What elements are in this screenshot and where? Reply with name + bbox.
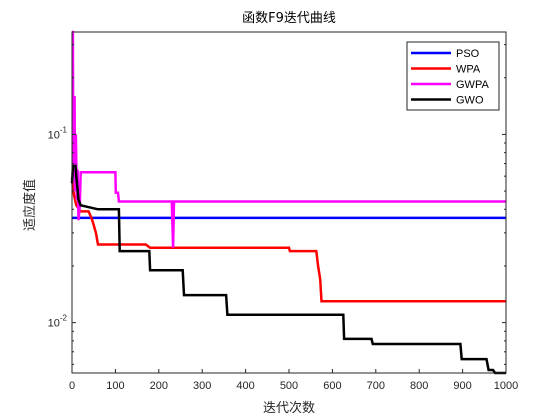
y-tick-label: 10-2: [48, 314, 68, 330]
y-axis-label: 适应度值: [22, 179, 38, 231]
series-line-gwo: [70, 164, 506, 375]
legend-label-gwpa: GWPA: [456, 79, 489, 91]
legend-label-pso: PSO: [456, 48, 480, 60]
legend: PSO WPA GWPA GWO: [406, 41, 500, 111]
series-layer: [70, 30, 506, 375]
legend-label-wpa: WPA: [456, 64, 481, 76]
x-axis-label: 迭代次数: [263, 400, 315, 416]
chart-title: 函数F9迭代曲线: [242, 11, 336, 26]
x-tick-label: 500: [280, 380, 298, 392]
y-tick-label: 10-1: [48, 125, 68, 141]
x-tick-label: 400: [236, 380, 254, 392]
x-tick-label: 200: [150, 380, 168, 392]
x-tick-label: 0: [69, 380, 75, 392]
series-line-gwpa: [71, 30, 506, 248]
x-tick-label: 900: [453, 380, 471, 392]
x-tick-label: 800: [410, 380, 428, 392]
x-tick-label: 300: [193, 380, 211, 392]
legend-label-gwo: GWO: [456, 95, 484, 107]
x-tick-label: 700: [367, 380, 385, 392]
x-tick-label: 100: [106, 380, 124, 392]
x-tick-label: 1000: [494, 380, 518, 392]
ticks-layer: 0 100 200 300 400 500 600 700 800 900 1000 10-2 10-1: [48, 44, 518, 392]
x-tick-label: 600: [323, 380, 341, 392]
